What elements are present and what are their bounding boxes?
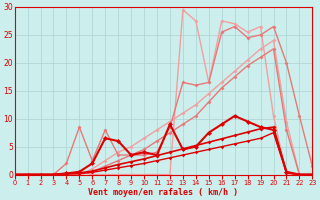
X-axis label: Vent moyen/en rafales ( km/h ): Vent moyen/en rafales ( km/h ) <box>88 188 238 197</box>
